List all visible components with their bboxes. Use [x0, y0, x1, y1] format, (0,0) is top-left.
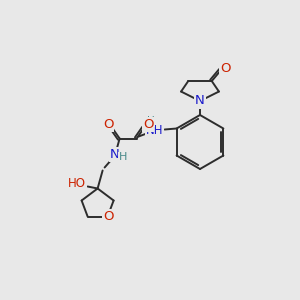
Text: N: N — [195, 94, 205, 107]
Text: H: H — [118, 152, 127, 163]
Text: O: O — [143, 118, 153, 131]
Text: N: N — [195, 94, 205, 107]
Text: N: N — [110, 148, 119, 161]
Text: O: O — [103, 118, 113, 131]
Text: O: O — [220, 62, 231, 75]
Text: NH: NH — [146, 124, 164, 137]
Text: HO: HO — [68, 177, 85, 190]
Text: O: O — [103, 210, 114, 223]
Text: H: H — [147, 116, 154, 127]
